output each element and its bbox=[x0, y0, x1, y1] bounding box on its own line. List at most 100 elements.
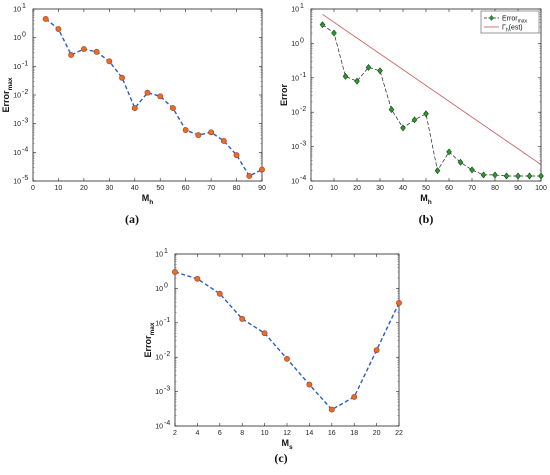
x-tick-label: 60 bbox=[182, 185, 190, 192]
x-axis-label-sub: s bbox=[289, 444, 293, 451]
data-point bbox=[434, 167, 441, 175]
data-point bbox=[80, 46, 87, 53]
legend-swatch-marker bbox=[489, 14, 494, 22]
panel-label: (a) bbox=[125, 212, 139, 226]
data-point bbox=[144, 89, 151, 96]
y-tick-exponent: -3 bbox=[22, 118, 28, 125]
y-tick-exponent: -4 bbox=[164, 420, 170, 427]
data-point bbox=[328, 406, 335, 413]
y-tick-exponent: -3 bbox=[300, 141, 306, 148]
data-point bbox=[469, 166, 475, 174]
data-point bbox=[492, 171, 498, 179]
data-point bbox=[396, 299, 402, 306]
data-point bbox=[526, 172, 533, 180]
data-point bbox=[538, 172, 544, 180]
plot-frame bbox=[174, 253, 400, 427]
data-point bbox=[423, 110, 429, 118]
data-point bbox=[93, 48, 100, 55]
data-point bbox=[354, 77, 360, 85]
x-tick-label: 18 bbox=[350, 430, 358, 437]
legend-entry-suffix: (est) bbox=[509, 25, 523, 32]
data-point bbox=[119, 74, 126, 81]
x-tick-label: 2 bbox=[173, 430, 177, 437]
y-tick-label: 10 bbox=[155, 389, 163, 396]
x-tick-label: 70 bbox=[207, 185, 215, 192]
x-axis-label: Mh bbox=[420, 193, 432, 206]
y-tick-exponent: 1 bbox=[300, 3, 304, 10]
y-tick-label: 10 bbox=[291, 41, 299, 48]
x-tick-label: 50 bbox=[422, 185, 430, 192]
x-tick-label: 0 bbox=[31, 185, 35, 192]
data-point bbox=[365, 63, 372, 71]
panel-label: (c) bbox=[274, 451, 287, 465]
y-tick-label: 10 bbox=[155, 286, 163, 293]
data-point bbox=[233, 152, 240, 159]
x-tick-label: 14 bbox=[306, 430, 314, 437]
y-tick-label: 10 bbox=[155, 424, 163, 431]
y-tick-exponent: 1 bbox=[164, 248, 168, 255]
x-tick-label: 60 bbox=[445, 185, 453, 192]
data-point bbox=[195, 132, 202, 139]
legend-entry-label: Γh(est) bbox=[502, 25, 523, 34]
data-point bbox=[169, 105, 176, 112]
y-tick-label: 10 bbox=[13, 64, 21, 71]
data-point bbox=[306, 381, 313, 388]
y-tick-exponent: -4 bbox=[300, 175, 306, 182]
x-tick-label: 50 bbox=[156, 185, 164, 192]
x-axis-label-sub: h bbox=[428, 199, 432, 206]
data-point bbox=[446, 148, 452, 156]
data-point bbox=[411, 116, 418, 124]
y-tick-exponent: -1 bbox=[164, 317, 170, 324]
panel-label: (b) bbox=[419, 212, 434, 226]
data-point bbox=[377, 67, 383, 75]
data-point bbox=[480, 171, 487, 179]
data-point bbox=[503, 172, 510, 180]
legend-box bbox=[480, 10, 540, 34]
x-tick-label: 80 bbox=[491, 185, 499, 192]
y-tick-label: 10 bbox=[291, 7, 299, 14]
y-tick-label: 10 bbox=[155, 355, 163, 362]
x-tick-label: 12 bbox=[283, 430, 291, 437]
plot-frame bbox=[310, 8, 542, 182]
series-line-0 bbox=[45, 18, 263, 177]
x-tick-label: 40 bbox=[131, 185, 139, 192]
data-point bbox=[157, 93, 164, 100]
y-tick-label: 10 bbox=[155, 252, 163, 259]
data-point bbox=[400, 124, 406, 132]
y-axis-label: Errormax bbox=[1, 77, 14, 112]
y-tick-label: 10 bbox=[13, 179, 21, 186]
data-point bbox=[239, 315, 246, 322]
x-tick-label: 6 bbox=[218, 430, 222, 437]
y-tick-exponent: -2 bbox=[164, 351, 170, 358]
x-tick-label: 16 bbox=[328, 430, 336, 437]
y-tick-exponent: 0 bbox=[22, 32, 26, 39]
x-tick-label: 20 bbox=[80, 185, 88, 192]
y-tick-exponent: 1 bbox=[22, 3, 26, 10]
x-tick-label: 100 bbox=[535, 185, 547, 192]
data-point bbox=[284, 355, 290, 362]
y-tick-label: 10 bbox=[13, 7, 21, 14]
data-point bbox=[342, 72, 349, 80]
x-tick-label: 30 bbox=[376, 185, 384, 192]
panel-b: 0 10 20 30 40 50 60 70 80 90 10010-410-310-210-110… bbox=[279, 3, 547, 226]
y-axis-label: Errormax bbox=[143, 322, 156, 357]
x-tick-label: 10 bbox=[330, 185, 338, 192]
y-tick-label: 10 bbox=[291, 144, 299, 151]
data-point bbox=[194, 275, 201, 282]
y-tick-label: 10 bbox=[291, 179, 299, 186]
x-tick-label: 40 bbox=[399, 185, 407, 192]
data-point bbox=[261, 330, 268, 337]
x-tick-label: 22 bbox=[395, 430, 403, 437]
y-tick-exponent: -2 bbox=[300, 106, 306, 113]
y-tick-exponent: -4 bbox=[22, 146, 28, 153]
data-point bbox=[216, 290, 223, 297]
y-tick-exponent: -1 bbox=[22, 60, 28, 67]
x-tick-label: 10 bbox=[55, 185, 63, 192]
series-line-1 bbox=[322, 13, 542, 165]
data-point bbox=[319, 21, 326, 29]
data-point bbox=[351, 393, 358, 400]
data-point bbox=[208, 129, 215, 136]
